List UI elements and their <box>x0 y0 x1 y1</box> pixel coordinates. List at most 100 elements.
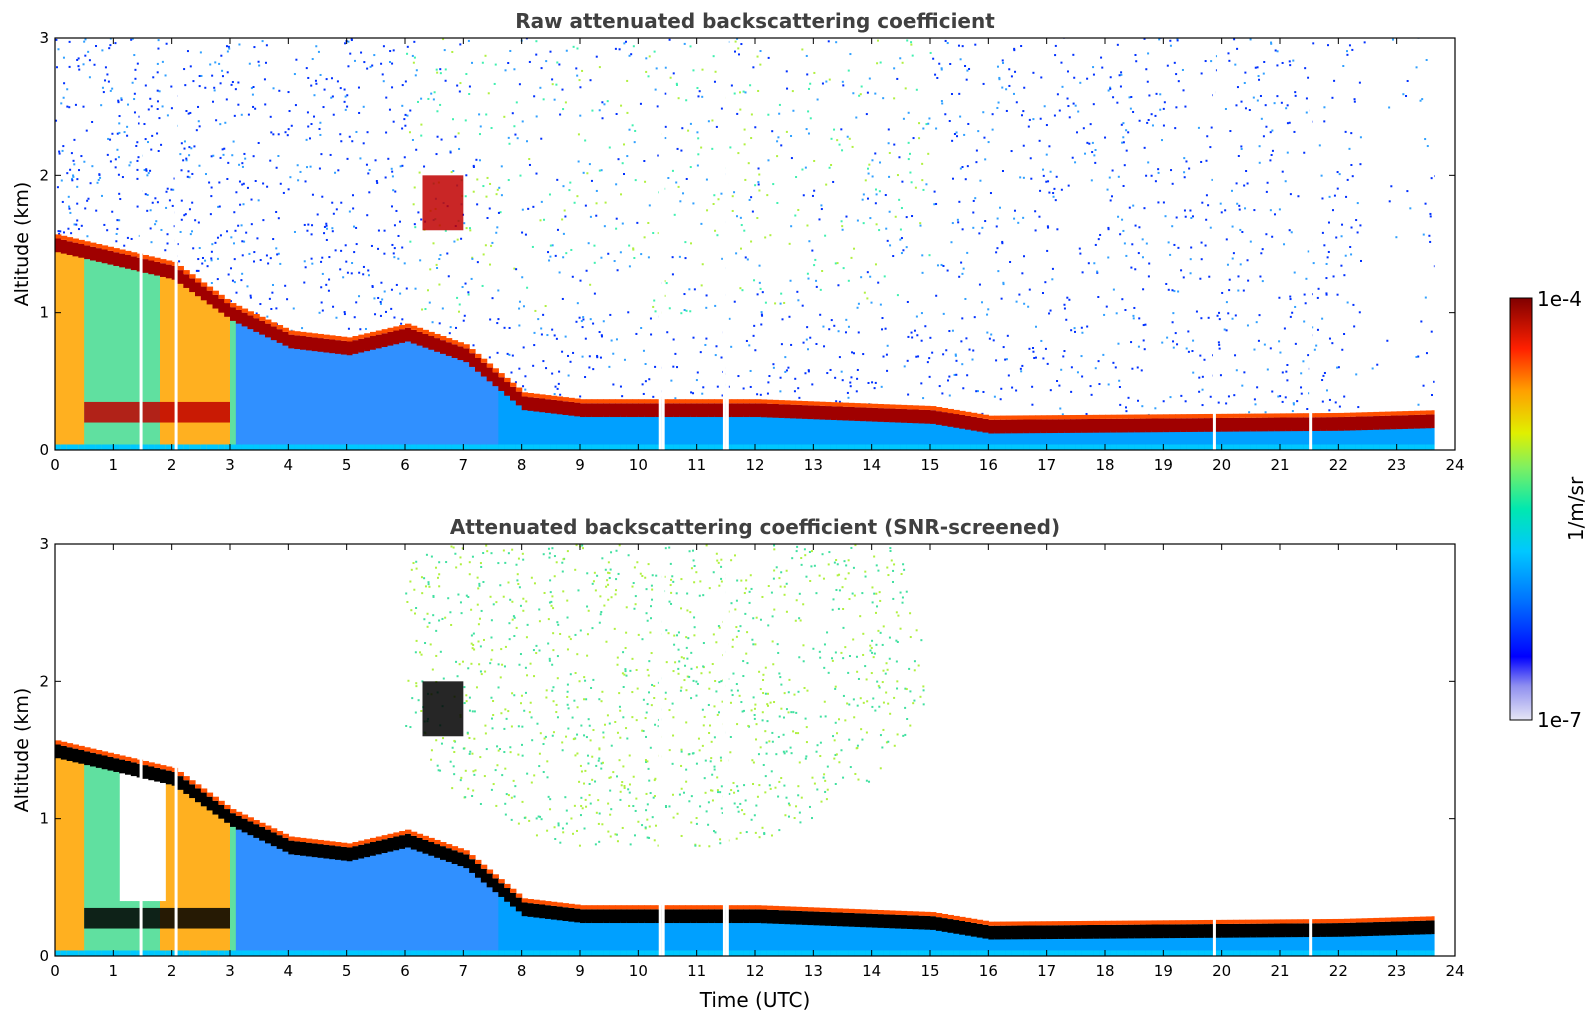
noise-speck <box>233 211 235 213</box>
noise-speck <box>876 35 878 37</box>
noise-speck <box>739 625 741 627</box>
noise-speck <box>491 789 493 791</box>
noise-speck <box>80 155 82 157</box>
noise-speck <box>715 354 717 356</box>
noise-speck <box>503 116 505 118</box>
noise-speck <box>773 548 775 550</box>
noise-speck <box>841 371 843 373</box>
surface-column <box>1058 445 1064 450</box>
noise-speck <box>1020 370 1022 372</box>
noise-speck <box>347 41 349 43</box>
noise-speck <box>794 817 796 819</box>
noise-speck <box>1093 262 1095 264</box>
surface-column <box>131 445 137 450</box>
noise-speck <box>1098 383 1100 385</box>
noise-speck <box>625 727 627 729</box>
noise-speck <box>466 595 468 597</box>
noise-speck <box>646 612 648 614</box>
noise-speck <box>979 284 981 286</box>
noise-speck <box>908 668 910 670</box>
noise-speck <box>680 686 682 688</box>
noise-speck <box>465 174 467 176</box>
noise-speck <box>952 178 954 180</box>
noise-speck <box>504 665 506 667</box>
noise-speck <box>293 308 295 310</box>
surface-column <box>353 445 359 450</box>
noise-speck <box>929 376 931 378</box>
noise-speck <box>450 546 452 548</box>
noise-speck <box>307 224 309 226</box>
noise-speck <box>217 278 219 280</box>
noise-speck <box>645 736 647 738</box>
noise-speck <box>879 161 881 163</box>
noise-speck <box>718 711 720 713</box>
mixed-layer-column <box>61 252 67 450</box>
noise-speck <box>877 282 879 284</box>
layer-top-column <box>638 403 644 417</box>
layer-edge-column <box>965 412 971 416</box>
noise-speck <box>734 608 736 610</box>
noise-speck <box>743 813 745 815</box>
noise-speck <box>820 716 822 718</box>
noise-speck <box>584 828 586 830</box>
noise-speck <box>757 181 759 183</box>
noise-speck <box>884 275 886 277</box>
noise-speck <box>385 176 387 178</box>
noise-speck <box>745 91 747 93</box>
mixed-layer-column <box>458 359 464 450</box>
noise-speck <box>853 716 855 718</box>
noise-speck <box>537 318 539 320</box>
layer-edge-column <box>533 394 539 398</box>
noise-speck <box>1388 106 1390 108</box>
noise-speck <box>1180 269 1182 271</box>
noise-speck <box>644 236 646 238</box>
noise-speck <box>353 251 355 253</box>
noise-speck <box>607 584 609 586</box>
mixed-layer-column <box>283 850 289 956</box>
no-data-region <box>1435 38 1455 450</box>
noise-speck <box>387 158 389 160</box>
noise-speck <box>840 652 842 654</box>
noise-speck <box>868 164 870 166</box>
noise-speck <box>83 161 85 163</box>
noise-speck <box>887 703 889 705</box>
layer-top-column <box>586 403 592 417</box>
noise-speck <box>903 569 905 571</box>
layer-edge-column <box>125 251 131 255</box>
layer-edge-column <box>679 399 685 403</box>
noise-speck <box>607 253 609 255</box>
noise-speck <box>721 581 723 583</box>
noise-speck <box>525 667 527 669</box>
noise-speck <box>105 66 107 68</box>
noise-speck <box>615 593 617 595</box>
noise-speck <box>896 78 898 80</box>
noise-speck <box>651 589 653 591</box>
noise-speck <box>1117 343 1119 345</box>
noise-speck <box>603 736 605 738</box>
surface-column <box>446 445 452 450</box>
layer-edge-column <box>55 740 61 744</box>
layer-edge-column <box>977 414 983 418</box>
noise-speck <box>136 160 138 162</box>
noise-speck <box>224 122 226 124</box>
noise-speck <box>62 150 64 152</box>
noise-speck <box>555 84 557 86</box>
surface-column <box>230 951 236 956</box>
layer-top-column <box>516 392 522 406</box>
noise-speck <box>873 556 875 558</box>
noise-speck <box>1129 96 1131 98</box>
noise-speck <box>665 692 667 694</box>
layer-top-column <box>1181 418 1187 432</box>
layer-top-column <box>808 405 814 419</box>
noise-speck <box>902 596 904 598</box>
layer-edge-column <box>475 354 481 358</box>
noise-speck <box>1317 297 1319 299</box>
noise-speck <box>509 746 511 748</box>
noise-speck <box>910 636 912 638</box>
noise-speck <box>1188 168 1190 170</box>
noise-speck <box>568 375 570 377</box>
noise-speck <box>645 363 647 365</box>
noise-speck <box>1163 201 1165 203</box>
layer-edge-column <box>539 394 545 398</box>
noise-speck <box>759 282 761 284</box>
